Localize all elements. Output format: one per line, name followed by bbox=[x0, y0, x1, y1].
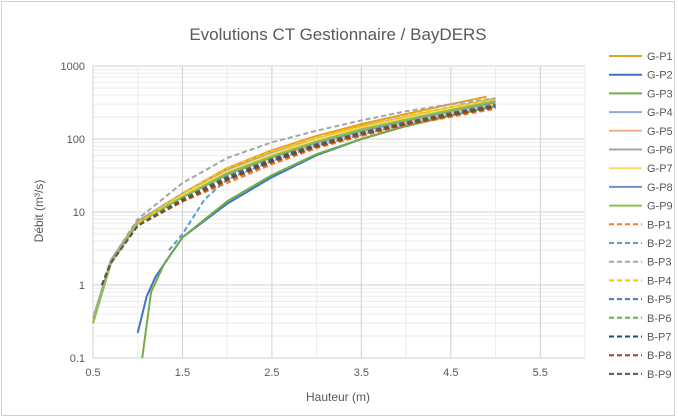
series-line-b-p6 bbox=[100, 103, 496, 286]
series-line-b-p8 bbox=[100, 106, 496, 286]
legend-label-g-p2: G-P2 bbox=[647, 70, 673, 82]
legend-label-b-p5: B-P5 bbox=[647, 294, 671, 306]
x-tick-label: 1.5 bbox=[175, 367, 190, 379]
legend-label-b-p1: B-P1 bbox=[647, 219, 671, 231]
y-tick-label: 10 bbox=[73, 207, 85, 219]
x-tick-label: 2.5 bbox=[264, 367, 279, 379]
axis-ticks: 0.5 1.5 2.5 3.5 4.5 5.5 0.1 1 10 100 1000 bbox=[61, 61, 548, 379]
legend-label-g-p6: G-P6 bbox=[647, 145, 673, 157]
y-tick-label: 0.1 bbox=[70, 353, 85, 365]
chart-title: Evolutions CT Gestionnaire / BayDERS bbox=[189, 25, 486, 44]
legend-label-b-p7: B-P7 bbox=[647, 332, 671, 344]
series-line-b-p7 bbox=[100, 105, 496, 286]
series-line-b-p4 bbox=[100, 98, 496, 286]
legend-label-g-p5: G-P5 bbox=[647, 126, 673, 138]
legend-label-g-p9: G-P9 bbox=[647, 201, 673, 213]
x-axis-label: Hauteur (m) bbox=[306, 390, 370, 404]
y-axis-label: Débit (m³/s) bbox=[32, 180, 46, 243]
series-line-b-p5 bbox=[100, 104, 496, 286]
plot-lines bbox=[92, 95, 496, 359]
legend-label-b-p6: B-P6 bbox=[647, 313, 671, 325]
legend-label-g-p1: G-P1 bbox=[647, 51, 673, 63]
legend: G-P1 G-P2 G-P3 G-P4 G-P5 G-P6 G-P7 G-P8 G-P9 B-P1… bbox=[609, 51, 673, 381]
legend-label-g-p8: G-P8 bbox=[647, 182, 673, 194]
legend-label-g-p4: G-P4 bbox=[647, 107, 673, 119]
legend-label-b-p2: B-P2 bbox=[647, 238, 671, 250]
y-tick-label: 100 bbox=[67, 134, 85, 146]
series-line-b-p9 bbox=[100, 104, 496, 286]
series-line-b-p3 bbox=[100, 97, 496, 286]
legend-label-b-p8: B-P8 bbox=[647, 350, 671, 362]
legend-label-b-p4: B-P4 bbox=[647, 275, 671, 287]
grid bbox=[92, 65, 586, 359]
legend-label-g-p3: G-P3 bbox=[647, 88, 673, 100]
series-line-g-p9 bbox=[92, 100, 496, 324]
x-tick-label: 4.5 bbox=[443, 367, 458, 379]
legend-label-b-p3: B-P3 bbox=[647, 257, 671, 269]
legend-label-g-p7: G-P7 bbox=[647, 163, 673, 175]
x-tick-label: 0.5 bbox=[85, 367, 100, 379]
x-tick-label: 5.5 bbox=[533, 367, 548, 379]
y-tick-label: 1 bbox=[79, 280, 85, 292]
legend-label-b-p9: B-P9 bbox=[647, 369, 671, 381]
y-tick-label: 1000 bbox=[61, 61, 85, 73]
x-tick-label: 3.5 bbox=[354, 367, 369, 379]
